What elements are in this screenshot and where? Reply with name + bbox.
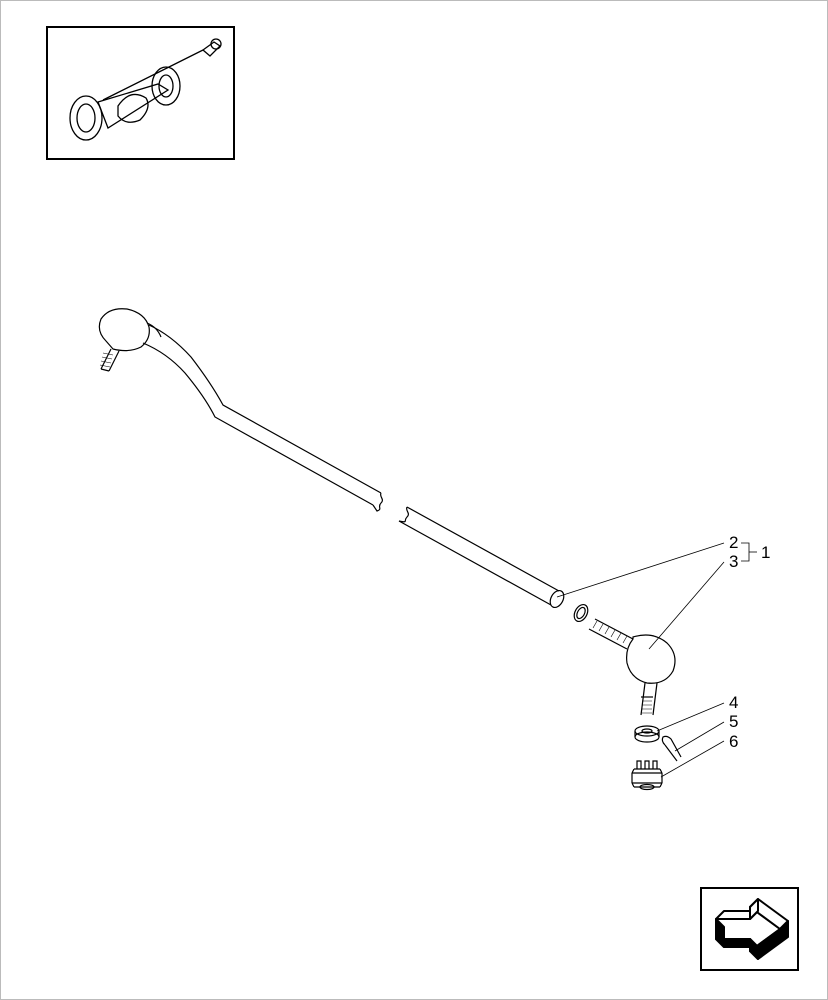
washer <box>635 726 659 742</box>
main-drawing <box>1 1 828 1000</box>
castle-nut <box>632 761 662 790</box>
left-tie-rod-end <box>99 309 161 371</box>
callout-3: 3 <box>729 552 738 572</box>
callout-1: 1 <box>761 543 770 563</box>
clamp-nut <box>571 602 590 624</box>
callout-2: 2 <box>729 533 738 553</box>
callout-4: 4 <box>729 693 738 713</box>
callout-6: 6 <box>729 732 738 752</box>
leaders <box>557 543 757 777</box>
next-page-icon <box>702 889 797 969</box>
callout-5: 5 <box>729 712 738 732</box>
rod-upper-segment <box>143 325 382 511</box>
rod-lower-segment <box>399 507 567 610</box>
page-frame: 2 3 1 4 5 6 <box>0 0 828 1000</box>
nav-arrow-frame[interactable] <box>700 887 799 971</box>
